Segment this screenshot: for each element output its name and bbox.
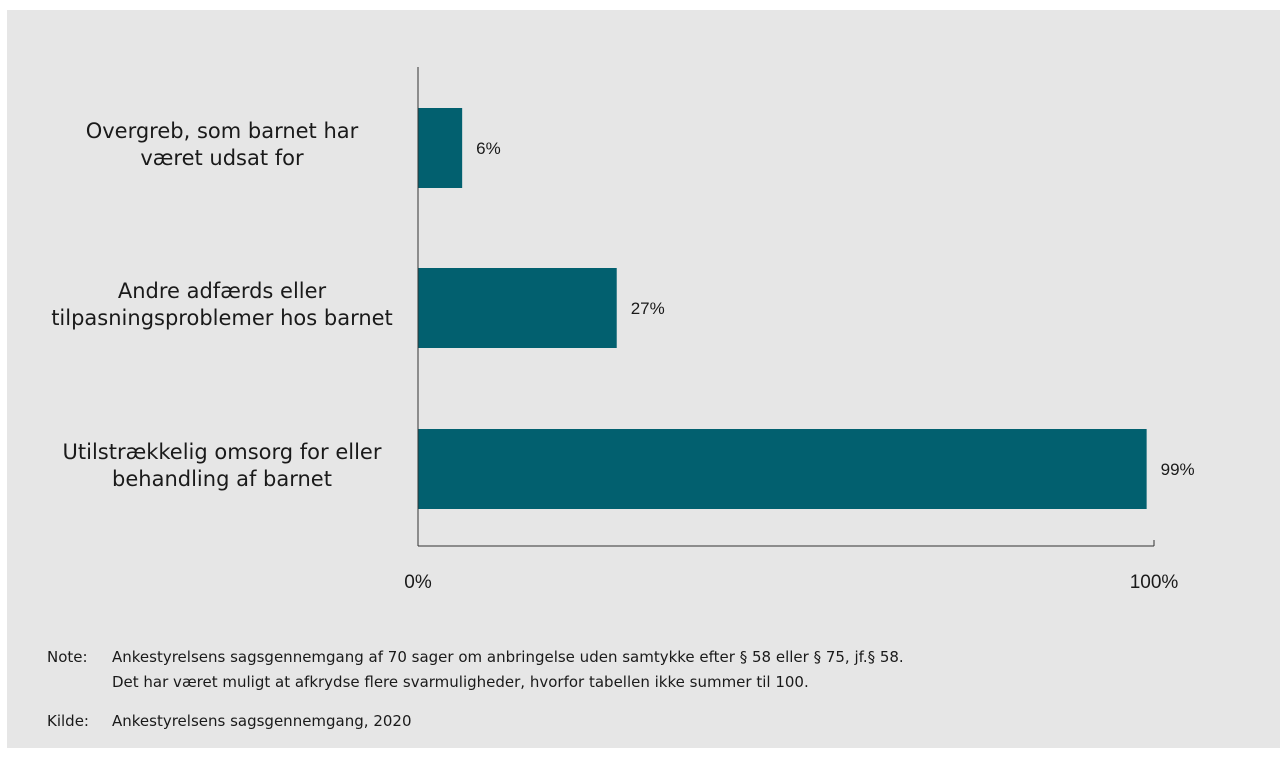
chart-note: Note: Ankestyrelsens sagsgennemgang af 70… [47,645,904,695]
chart-source: Kilde: Ankestyrelsens sagsgennemgang, 202… [47,709,412,734]
source-label: Kilde: [47,712,89,730]
bar-3 [418,429,1147,509]
figure-panel [7,10,1280,748]
value-label-2: 27% [631,299,665,318]
value-label-3: 99% [1161,460,1195,479]
note-label: Note: [47,648,88,666]
category-label-2: Andre adfærds eller tilpasningsproblemer … [51,279,393,330]
value-label-1: 6% [476,139,501,158]
x-tick-label-1: 0% [404,572,432,593]
category-label-1: Overgreb, som barnet har været udsat for [86,119,359,170]
category-label-3: Utilstrækkelig omsorg for eller behandlin… [63,440,382,491]
bar-1 [418,108,463,188]
bar-2 [418,268,617,348]
source-text: Ankestyrelsens sagsgennemgang, 2020 [112,712,412,730]
note-line-2: Det har været muligt at afkrydse flere s… [112,673,809,691]
x-tick-label-2: 100% [1130,572,1179,593]
bar-chart: 6% Overgreb, som barnet har været udsat fo… [51,67,1195,593]
note-line-1: Ankestyrelsens sagsgennemgang af 70 sage… [112,648,904,666]
